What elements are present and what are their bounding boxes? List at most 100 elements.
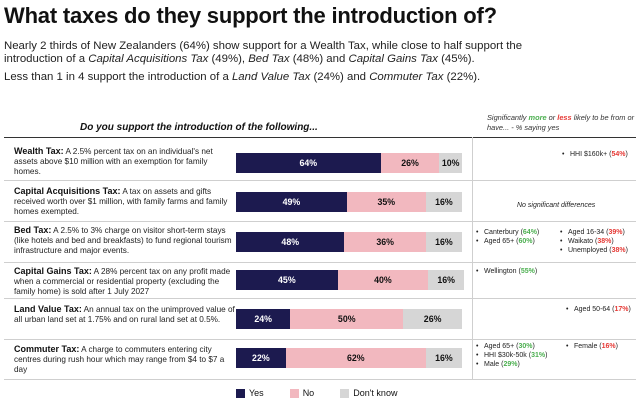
row-divider [4, 262, 636, 263]
no-significant-differences: No significant differences [517, 202, 596, 209]
bar-yes [236, 348, 286, 368]
intro-text: (22%). [443, 71, 481, 83]
bar-yes [236, 153, 381, 173]
row-divider [4, 298, 636, 299]
tax-name: Capital Gains Tax: [14, 266, 92, 276]
intro-text: (49%), [208, 53, 249, 65]
diff-tail: ) [615, 343, 618, 350]
intro-text: introduction of a [4, 53, 89, 65]
bar-value-label: 36% [376, 237, 394, 247]
tax-description-wealth: Wealth Tax: A 2.5% percent tax on an ind… [14, 146, 236, 178]
diff-item: • Aged 50-64 (17%) [566, 306, 631, 315]
bullet-icon: • [566, 306, 569, 313]
diff-value: 16% [601, 343, 616, 350]
legend-swatch [340, 388, 350, 398]
bar-dont-know [403, 309, 462, 329]
diff-label: Canterbury ( [484, 229, 523, 236]
diff-value: 55% [520, 268, 535, 275]
intro-tax-name: Capital Gains Tax [348, 53, 438, 65]
bar-no [344, 232, 426, 252]
diff-tail: ) [625, 247, 628, 254]
row-divider [4, 180, 636, 181]
bar-dont-know [439, 153, 462, 173]
bullet-icon: • [476, 238, 479, 245]
tax-desc: A 28% percent tax on any profit made whe… [14, 267, 231, 297]
bar-yes [236, 270, 338, 290]
diff-label: Aged 65+ ( [484, 238, 519, 245]
bullet-icon: • [476, 361, 479, 368]
tax-desc: A charge to commuters entering city cent… [14, 345, 225, 375]
row-divider [4, 221, 636, 222]
bullet-icon: • [476, 352, 479, 359]
diff-value: 64% [522, 229, 537, 236]
column-divider [472, 137, 473, 379]
diff-value: 39% [608, 229, 623, 236]
bar-value-label: 45% [278, 275, 296, 285]
diff-label: Male ( [484, 361, 504, 368]
chart-legend: Yes No Don't know [236, 388, 397, 398]
stacked-bar-chart: 64% 26% 10% 49% 35% 16% 48% 36% 16% 45% 40% 16% 24% 5… [236, 137, 466, 379]
intro-line-2: introduction of a Capital Acquisitions T… [4, 53, 475, 66]
intro-line-1: Nearly 2 thirds of New Zealanders (64%) … [4, 40, 523, 52]
legend-label: No [302, 388, 315, 398]
header-divider [4, 137, 636, 138]
intro-tax-name: Bed Tax [248, 53, 290, 65]
diff-item: • HHI $30k-50k (31%) [476, 352, 547, 361]
bar-value-label: 24% [254, 314, 272, 324]
bar-value-label: 22% [252, 353, 270, 363]
tax-name: Capital Acquisitions Tax: [14, 186, 121, 196]
page-title: What taxes do they support the introduct… [4, 3, 497, 28]
row-divider [4, 379, 636, 380]
tax-description-land-value: Land Value Tax: An annual tax on the uni… [14, 304, 236, 325]
bullet-icon: • [476, 229, 479, 236]
diff-tail: ) [545, 352, 548, 359]
diff-item: • Waikato (38%) [560, 238, 614, 247]
diff-tail: ) [622, 229, 625, 236]
diff-item: • Aged 16-34 (39%) [560, 229, 625, 238]
tax-name: Wealth Tax: [14, 146, 64, 156]
diff-label: Wellington ( [484, 268, 521, 275]
bar-value-label: 35% [377, 197, 396, 207]
diff-tail: ) [611, 238, 614, 245]
bar-value-label: 10% [441, 158, 460, 168]
diff-label: Aged 16-34 ( [568, 229, 609, 236]
diff-label: Aged 50-64 ( [574, 306, 615, 313]
note-text: or [546, 113, 558, 122]
diff-value: 31% [531, 352, 546, 359]
diff-item: • Male (29%) [476, 361, 520, 370]
bar-no [337, 270, 429, 290]
diff-label: Female ( [574, 343, 602, 350]
tax-desc: A 2.5% to 3% charge on visitor short-ter… [14, 226, 232, 256]
diff-item: • Aged 65+ (60%) [476, 238, 535, 247]
intro-text: Less than 1 in 4 support the introductio… [4, 71, 232, 83]
bullet-icon: • [560, 238, 563, 245]
diff-label: Waikato ( [568, 238, 598, 245]
tax-name: Bed Tax: [14, 225, 52, 235]
note-text: likely to be from or have... - % saying … [487, 113, 635, 132]
bar-no [346, 192, 426, 212]
diff-item: • Canterbury (64%) [476, 229, 539, 238]
bar-no [380, 153, 440, 173]
bar-value-label: 26% [423, 314, 442, 324]
diff-tail: ) [625, 151, 628, 158]
significance-note: Significantly more or less likely to be … [487, 113, 637, 133]
diff-item: • Female (16%) [566, 343, 618, 352]
tax-desc: A 2.5% percent tax on an individual's ne… [14, 147, 213, 177]
bar-dont-know [425, 192, 462, 212]
bullet-icon: • [560, 247, 563, 254]
diff-label: Unemployed ( [568, 247, 612, 254]
tax-description-commuter: Commuter Tax: A charge to commuters ente… [14, 344, 236, 376]
legend-item-yes: Yes [236, 388, 264, 398]
bar-value-label: 16% [435, 197, 453, 207]
bar-value-label: 62% [346, 353, 365, 363]
diff-item: • HHI $160k+ (54%) [562, 151, 628, 160]
diff-item: • Wellington (55%) [476, 268, 537, 277]
diff-item: • Unemployed (38%) [560, 247, 628, 256]
bar-dont-know [425, 232, 462, 252]
legend-swatch [289, 388, 299, 398]
tax-desc: An annual tax on the unimproved value of… [14, 305, 235, 325]
survey-question: Do you support the introduction of the f… [80, 122, 318, 133]
diff-value: 17% [614, 306, 629, 313]
diff-value: 60% [518, 238, 533, 245]
intro-text: (45%). [437, 53, 475, 65]
